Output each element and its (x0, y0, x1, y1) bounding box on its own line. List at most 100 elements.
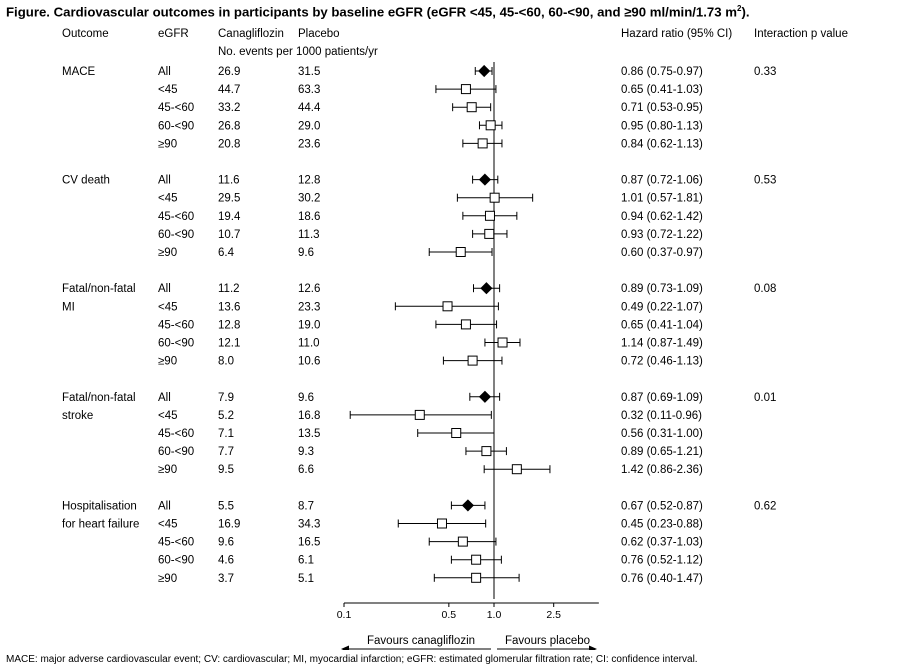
canagliflozin-rate: 20.8 (218, 138, 240, 150)
subgroup-point-square (489, 192, 500, 203)
canagliflozin-rate: 26.9 (218, 66, 240, 78)
canagliflozin-rate: 9.6 (218, 537, 234, 549)
canagliflozin-rate: 12.8 (218, 319, 240, 331)
placebo-rate: 16.8 (298, 410, 320, 422)
placebo-rate: 9.3 (298, 446, 314, 458)
hazard-ratio-label: 0.71 (0.53-0.95) (621, 102, 703, 114)
egfr-category: All (158, 175, 171, 187)
hazard-ratio-label: 0.32 (0.11-0.96) (621, 410, 702, 422)
header-placebo: Placebo (298, 28, 340, 40)
title-superscript: 2 (737, 4, 742, 13)
canagliflozin-rate: 8.0 (218, 356, 234, 368)
placebo-rate: 44.4 (298, 102, 321, 114)
egfr-category: ≥90 (158, 138, 177, 150)
placebo-rate: 23.3 (298, 301, 320, 313)
hazard-ratio-label: 0.56 (0.31-1.00) (621, 428, 703, 440)
subgroup-point-square (467, 355, 478, 366)
subgroup-point-square (460, 84, 471, 95)
subgroup-point-square (457, 536, 468, 547)
egfr-category: ≥90 (158, 247, 177, 259)
placebo-rate: 30.2 (298, 193, 320, 205)
subgroup-point-square (466, 102, 477, 113)
header-hazard-ratio: Hazard ratio (95% CI) (621, 28, 733, 40)
hazard-ratio-label: 1.42 (0.86-2.36) (621, 464, 703, 476)
canagliflozin-rate: 7.7 (218, 446, 234, 458)
canagliflozin-rate: 13.6 (218, 301, 240, 313)
outcome-label: for heart failure (62, 519, 139, 531)
egfr-category: 45-<60 (158, 319, 194, 331)
egfr-category: 60-<90 (158, 555, 194, 567)
placebo-rate: 18.6 (298, 211, 320, 223)
subgroup-point-square (471, 554, 482, 565)
subgroup-point-square (484, 228, 495, 239)
header-events-per-1000: No. events per 1000 patients/yr (218, 46, 378, 58)
canagliflozin-rate: 6.4 (218, 247, 235, 259)
hazard-ratio-label: 0.60 (0.37-0.97) (621, 247, 703, 259)
hazard-ratio-label: 0.72 (0.46-1.13) (621, 356, 703, 368)
subgroup-point-square (442, 301, 453, 312)
subgroup-point-square (477, 138, 488, 149)
hazard-ratio-label: 0.93 (0.72-1.22) (621, 229, 703, 241)
placebo-rate: 9.6 (298, 392, 314, 404)
placebo-rate: 13.5 (298, 428, 320, 440)
title-text: Figure. Cardiovascular outcomes in parti… (6, 4, 737, 20)
egfr-category: All (158, 392, 171, 404)
x-tick-label: 2.5 (546, 609, 561, 621)
hazard-ratio-label: 0.49 (0.22-1.07) (621, 301, 703, 313)
hazard-ratio-label: 0.86 (0.75-0.97) (621, 66, 703, 78)
outcome-label: Hospitalisation (62, 500, 137, 512)
placebo-rate: 63.3 (298, 84, 320, 96)
hazard-ratio-label: 0.87 (0.69-1.09) (621, 392, 703, 404)
figure-title: Figure. Cardiovascular outcomes in parti… (6, 4, 896, 19)
outcome-label: MACE (62, 66, 96, 78)
egfr-category: 45-<60 (158, 102, 194, 114)
outcome-label: CV death (62, 175, 110, 187)
subgroup-point-square (460, 319, 471, 330)
outcome-label: Fatal/non-fatal (62, 392, 136, 404)
x-tick-label: 0.5 (442, 609, 457, 621)
egfr-category: <45 (158, 410, 178, 422)
hazard-ratio-label: 0.67 (0.52-0.87) (621, 500, 703, 512)
x-tick-label: 1.0 (487, 609, 502, 621)
canagliflozin-rate: 3.7 (218, 573, 234, 585)
placebo-rate: 19.0 (298, 319, 320, 331)
subgroup-point-square (481, 446, 492, 457)
egfr-category: <45 (158, 84, 178, 96)
header-outcome: Outcome (62, 28, 109, 40)
canagliflozin-rate: 4.6 (218, 555, 234, 567)
canagliflozin-rate: 5.5 (218, 500, 234, 512)
subgroup-point-square (497, 337, 508, 348)
canagliflozin-rate: 5.2 (218, 410, 234, 422)
egfr-category: 60-<90 (158, 338, 194, 350)
canagliflozin-rate: 16.9 (218, 519, 240, 531)
canagliflozin-rate: 26.8 (218, 120, 240, 132)
overall-point-diamond (478, 173, 491, 186)
interaction-p-value: 0.53 (754, 175, 776, 187)
interaction-p-value: 0.01 (754, 392, 776, 404)
egfr-category: <45 (158, 193, 178, 205)
overall-point-diamond (478, 390, 491, 403)
hazard-ratio-label: 0.84 (0.62-1.13) (621, 138, 703, 150)
egfr-category: 60-<90 (158, 229, 194, 241)
egfr-category: ≥90 (158, 573, 177, 585)
favours-right-arrowhead (589, 645, 597, 650)
canagliflozin-rate: 44.7 (218, 84, 240, 96)
subgroup-point-square (455, 247, 466, 257)
egfr-category: ≥90 (158, 356, 177, 368)
hazard-ratio-label: 1.01 (0.57-1.81) (621, 193, 703, 205)
egfr-category: 45-<60 (158, 211, 194, 223)
canagliflozin-rate: 7.1 (218, 428, 234, 440)
hazard-ratio-label: 0.65 (0.41-1.03) (621, 84, 703, 96)
subgroup-point-square (436, 518, 447, 529)
placebo-rate: 12.8 (298, 175, 320, 187)
overall-point-diamond (480, 282, 493, 295)
hazard-ratio-label: 0.45 (0.23-0.88) (621, 519, 703, 531)
canagliflozin-rate: 11.2 (218, 283, 240, 295)
canagliflozin-rate: 33.2 (218, 102, 240, 114)
overall-point-diamond (478, 64, 491, 78)
hazard-ratio-label: 0.95 (0.80-1.13) (621, 120, 703, 132)
placebo-rate: 10.6 (298, 356, 320, 368)
canagliflozin-rate: 7.9 (218, 392, 234, 404)
favours-placebo-label: Favours placebo (505, 635, 590, 647)
placebo-rate: 16.5 (298, 537, 320, 549)
